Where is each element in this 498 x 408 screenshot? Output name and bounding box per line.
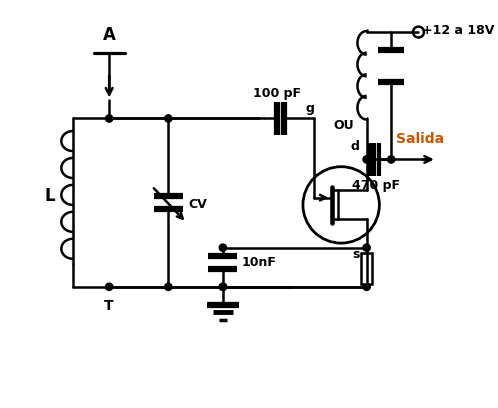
- Circle shape: [219, 283, 227, 290]
- Text: g: g: [306, 102, 315, 115]
- Text: T: T: [105, 299, 114, 313]
- Text: s: s: [352, 248, 360, 261]
- Text: L: L: [45, 187, 55, 205]
- Text: 470 pF: 470 pF: [352, 179, 400, 191]
- Circle shape: [165, 283, 172, 290]
- Circle shape: [219, 244, 227, 251]
- Circle shape: [219, 283, 227, 290]
- Text: 10nF: 10nF: [241, 256, 276, 269]
- Circle shape: [363, 156, 371, 163]
- Circle shape: [363, 283, 371, 290]
- Text: CV: CV: [188, 198, 207, 211]
- Circle shape: [106, 283, 113, 290]
- Circle shape: [363, 244, 371, 251]
- Circle shape: [106, 115, 113, 122]
- FancyBboxPatch shape: [361, 253, 372, 284]
- Text: d: d: [351, 140, 360, 153]
- Text: +12 a 18V: +12 a 18V: [422, 24, 495, 37]
- Text: OU: OU: [333, 119, 354, 132]
- Text: A: A: [103, 26, 116, 44]
- Text: 100 pF: 100 pF: [253, 87, 301, 100]
- Circle shape: [165, 115, 172, 122]
- Text: Salida: Salida: [396, 132, 444, 146]
- Circle shape: [387, 156, 395, 163]
